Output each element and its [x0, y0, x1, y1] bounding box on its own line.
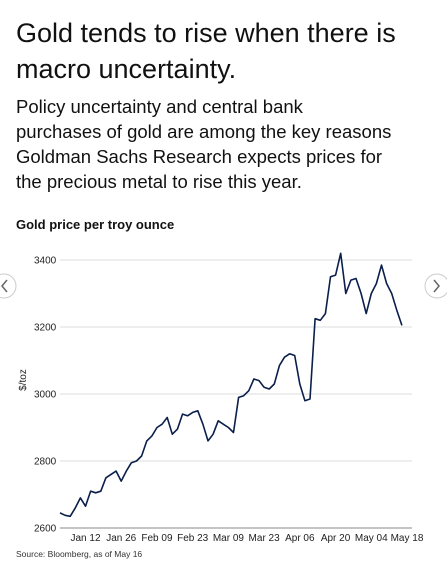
- chart-title: Gold price per troy ounce: [16, 217, 174, 232]
- subtitle-line: purchases of gold are among the key reas…: [16, 121, 391, 142]
- x-tick-label: Feb 09: [141, 533, 173, 544]
- x-tick-label: May 04: [355, 533, 388, 544]
- subtitle-line: Policy uncertainty and central bank: [16, 96, 304, 117]
- y-tick-label: 3200: [34, 323, 57, 334]
- x-tick-label: May 18: [391, 533, 424, 544]
- x-tick-label: Mar 09: [213, 533, 245, 544]
- subtitle-line: Goldman Sachs Research expects prices fo…: [16, 146, 382, 167]
- next-button[interactable]: [424, 273, 447, 299]
- title-line: Gold tends to rise when there is: [16, 18, 396, 48]
- y-axis-label: $/toz: [18, 369, 29, 391]
- subtitle-line: the precious metal to rise this year.: [16, 171, 302, 192]
- x-tick-label: Mar 23: [249, 533, 281, 544]
- x-tick-label: Jan 26: [106, 533, 136, 544]
- prev-button[interactable]: [0, 273, 17, 299]
- y-tick-label: 3000: [34, 390, 57, 401]
- y-tick-label: 2800: [34, 457, 57, 468]
- x-tick-label: Feb 23: [177, 533, 209, 544]
- x-tick-label: Jan 12: [70, 533, 100, 544]
- source: Source: Bloomberg, as of May 16: [16, 549, 142, 559]
- title-line: macro uncertainty.: [16, 54, 236, 84]
- x-tick-label: Apr 06: [285, 533, 315, 544]
- y-tick-label: 3400: [34, 256, 57, 267]
- y-tick-label: 2600: [34, 524, 57, 535]
- price-line: [59, 252, 403, 518]
- x-tick-label: Apr 20: [321, 533, 351, 544]
